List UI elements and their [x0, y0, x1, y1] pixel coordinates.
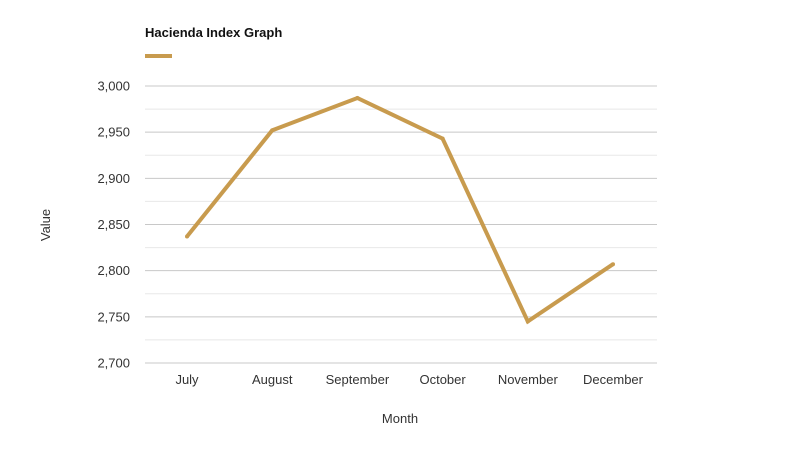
x-tick-label: July: [175, 372, 199, 387]
x-tick-label: December: [583, 372, 644, 387]
y-axis-title: Value: [38, 209, 53, 241]
data-point: [185, 234, 189, 239]
x-tick-label: September: [326, 372, 390, 387]
data-point: [270, 128, 275, 133]
series-layer: [185, 95, 615, 325]
data-point: [440, 136, 445, 141]
data-point: [611, 262, 615, 267]
y-tick-label: 2,700: [97, 356, 130, 371]
x-axis-title: Month: [382, 411, 418, 426]
legend-swatch: [145, 54, 172, 58]
chart-title: Hacienda Index Graph: [145, 25, 282, 40]
grid-layer: [145, 85, 657, 364]
x-tick-label: October: [419, 372, 466, 387]
x-tick-label: November: [498, 372, 559, 387]
y-tick-label: 2,800: [97, 263, 130, 278]
series-line: [185, 95, 615, 325]
x-tick-label: August: [252, 372, 293, 387]
y-tick-label: 2,850: [97, 217, 130, 232]
x-tick-labels: July August September October November Decemb…: [175, 372, 643, 387]
y-tick-label: 2,950: [97, 125, 130, 140]
y-tick-label: 3,000: [97, 79, 130, 94]
y-tick-label: 2,750: [97, 309, 130, 324]
y-tick-labels: 2,700 2,750 2,800 2,850 2,900 2,950 3,000: [97, 79, 130, 371]
data-point: [525, 319, 530, 324]
data-point: [355, 96, 360, 101]
y-tick-label: 2,900: [97, 171, 130, 186]
